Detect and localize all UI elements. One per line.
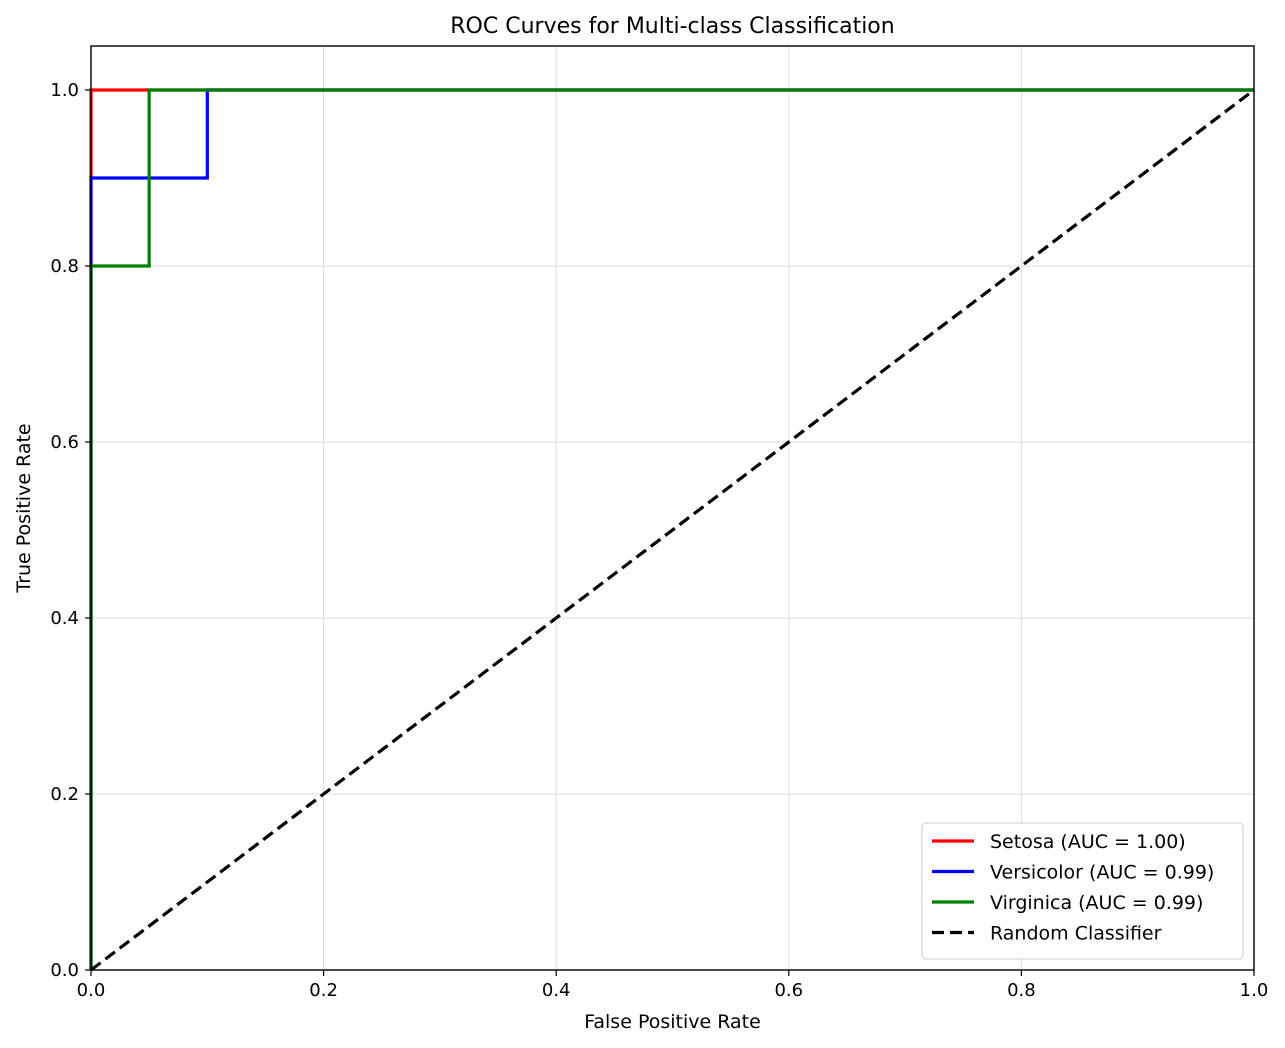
- x-tick-label: 0.8: [1007, 980, 1036, 1001]
- legend-label: Virginica (AUC = 0.99): [990, 892, 1203, 914]
- chart-title: ROC Curves for Multi-class Classificatio…: [450, 14, 894, 39]
- legend-label: Setosa (AUC = 1.00): [990, 831, 1186, 853]
- legend-box: [921, 822, 1244, 960]
- x-tick-label: 0.0: [77, 980, 106, 1001]
- legend-label: Random Classifier: [990, 923, 1162, 945]
- y-tick-label: 0.0: [50, 960, 79, 981]
- series-line-3: [90, 88, 1255, 972]
- y-tick-label: 0.2: [50, 784, 79, 805]
- x-tick-label: 0.4: [542, 980, 571, 1001]
- legend-label: Versicolor (AUC = 0.99): [990, 862, 1214, 884]
- y-axis-label: True Positive Rate: [13, 423, 35, 593]
- y-tick-label: 1.0: [50, 80, 79, 101]
- x-tick-label: 0.6: [774, 980, 803, 1001]
- y-tick-label: 0.4: [50, 608, 79, 629]
- grid-lines: [90, 46, 1255, 971]
- y-tick-label: 0.6: [50, 432, 79, 453]
- legend: Setosa (AUC = 1.00) Versicolor (AUC = 0.9…: [921, 822, 1244, 960]
- x-axis-label: False Positive Rate: [584, 1011, 761, 1033]
- axis-ticks: 0.0 0.2 0.4 0.6 0.8 1.0 0.0 0.2 0.4 0.6 0.8 1.0: [50, 80, 1268, 1001]
- x-tick-label: 0.2: [309, 980, 338, 1001]
- x-tick-label: 1.0: [1240, 980, 1269, 1001]
- plot-frame: [90, 45, 1255, 971]
- y-tick-label: 0.8: [50, 256, 79, 277]
